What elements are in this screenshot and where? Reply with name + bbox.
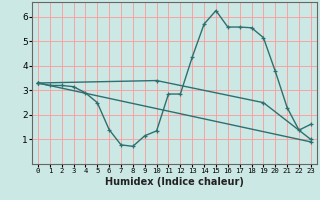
X-axis label: Humidex (Indice chaleur): Humidex (Indice chaleur): [105, 177, 244, 187]
